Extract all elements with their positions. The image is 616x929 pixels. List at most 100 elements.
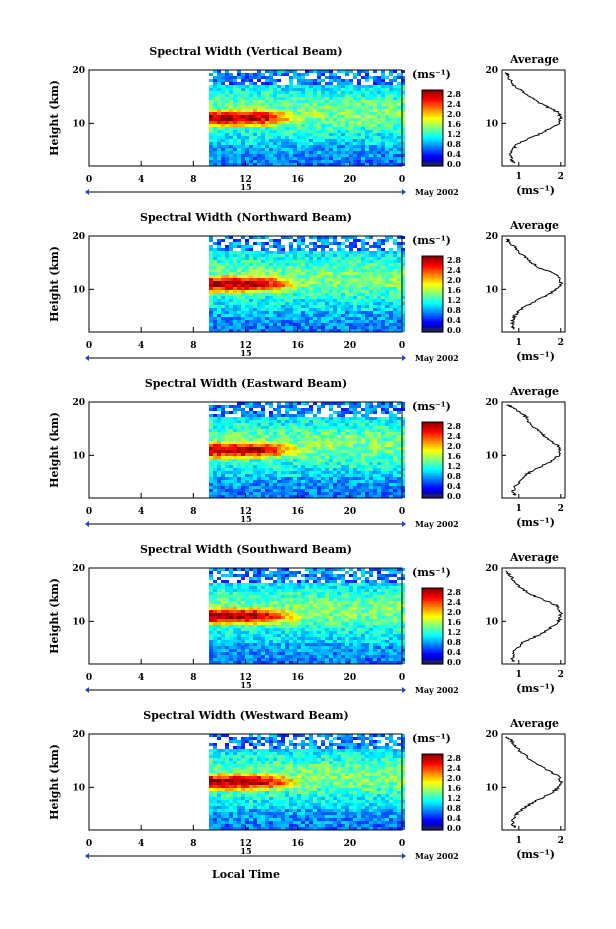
panel-2: Spectral Width (Eastward Beam)2010Height… [48, 377, 566, 529]
average-y-tick-label: 10 [485, 617, 498, 627]
average-profile-line [505, 404, 562, 496]
y-axis-label: Height (km) [48, 246, 61, 322]
colorbar-tick: 0.4 [447, 647, 461, 657]
colorbar-tick: 2.4 [447, 597, 461, 607]
average-y-tick-label: 10 [485, 451, 498, 461]
colorbar-tick: 2.8 [447, 753, 461, 763]
average-title: Average [509, 219, 559, 232]
date-line-end-marker [402, 853, 406, 859]
y-tick-label: 20 [72, 66, 85, 76]
x-tick-label: 0 [86, 341, 92, 351]
x-tick-label: 16 [291, 839, 304, 849]
x-tick-label: 20 [344, 341, 357, 351]
average-y-tick-label: 20 [485, 66, 498, 76]
colorbar [421, 421, 444, 499]
colorbar-underflow [422, 660, 443, 664]
heatmap-cells [209, 568, 405, 664]
average-x-tick-label: 1 [516, 172, 522, 182]
y-tick-label: 20 [72, 398, 85, 408]
colorbar-tick: 1.2 [447, 461, 461, 471]
panel-title: Spectral Width (Westward Beam) [143, 709, 348, 722]
panel-1: Spectral Width (Northward Beam)2010Heigh… [48, 211, 566, 363]
panel-title: Spectral Width (Vertical Beam) [149, 45, 342, 58]
average-title: Average [509, 717, 559, 730]
heatmap-cells [209, 734, 405, 830]
date-month-label: May 2002 [415, 353, 459, 363]
colorbar-tick: 2.4 [447, 763, 461, 773]
x-tick-label: 4 [138, 175, 144, 185]
colorbar-tick: 2.0 [447, 607, 461, 617]
x-tick-label: 12 [239, 673, 252, 683]
average-x-tick-label: 2 [558, 836, 564, 846]
x-tick-label: 20 [344, 673, 357, 683]
x-tick-label: 0 [399, 839, 405, 849]
average-x-tick-label: 2 [558, 338, 564, 348]
colorbar-tick: 1.6 [447, 285, 461, 295]
date-day-label: 15 [240, 182, 251, 192]
panel-title: Spectral Width (Southward Beam) [140, 543, 352, 556]
heatmap-cells [209, 236, 405, 332]
average-y-tick-label: 10 [485, 285, 498, 295]
average-frame [501, 567, 566, 665]
date-line-start-marker [85, 189, 89, 195]
x-tick-label: 8 [190, 175, 196, 185]
colorbar-tick: 0.4 [447, 813, 461, 823]
colorbar-tick: 2.8 [447, 421, 461, 431]
x-tick-label: 4 [138, 839, 144, 849]
colorbar-unit: (ms⁻¹) [412, 732, 451, 745]
date-line-end-marker [402, 521, 406, 527]
colorbar-frame [421, 89, 444, 167]
x-tick-label: 12 [239, 341, 252, 351]
colorbar-tick: 2.4 [447, 265, 461, 275]
x-tick-label: 4 [138, 673, 144, 683]
colorbar-tick: 2.8 [447, 255, 461, 265]
panel-title: Spectral Width (Northward Beam) [140, 211, 352, 224]
average-x-label: (ms⁻¹) [516, 848, 555, 861]
y-axis-label: Height (km) [48, 578, 61, 654]
heatmap-cells [209, 70, 405, 166]
panel-4: Spectral Width (Westward Beam) 20 1 0 Height… [48, 709, 566, 861]
x-tick-label: 16 [291, 341, 304, 351]
colorbar-tick: 0.0 [447, 491, 461, 501]
date-day-label: 15 [240, 846, 251, 856]
colorbar-frame [421, 255, 444, 333]
date-line-start-marker [85, 687, 89, 693]
colorbar-frame [421, 421, 444, 499]
x-tick-label: 12 [239, 507, 252, 517]
x-axis-label: Local Time [212, 868, 280, 881]
average-x-tick-label: 1 [516, 338, 522, 348]
average-profile-line [505, 570, 564, 662]
y-tick-label: 10 [72, 285, 85, 295]
colorbar-tick: 1.6 [447, 783, 461, 793]
heatmap-cells [209, 402, 405, 498]
average-y-tick-label: 20 [485, 398, 498, 408]
x-tick-label: 16 [291, 175, 304, 185]
colorbar-frame [421, 587, 444, 665]
average-y-tick-label: 20 [485, 564, 498, 574]
average-x-tick-label: 1 [516, 836, 522, 846]
colorbar [421, 587, 444, 665]
x-tick-label: 20 [344, 507, 357, 517]
x-tick-label: 8 [190, 839, 196, 849]
date-line-end-marker [402, 355, 406, 361]
average-x-label: (ms⁻¹) [516, 350, 555, 363]
average-title: Average [509, 551, 559, 564]
y-axis-label: Height (km) [48, 744, 61, 820]
y-tick-label: 10 [72, 119, 85, 129]
colorbar-tick: 0.8 [447, 471, 461, 481]
colorbar-unit: (ms⁻¹) [412, 566, 451, 579]
colorbar-underflow [422, 162, 443, 166]
colorbar-tick: 1.2 [447, 129, 461, 139]
colorbar-tick: 1.6 [447, 617, 461, 627]
colorbar-tick: 0.8 [447, 803, 461, 813]
average-frame [501, 235, 566, 333]
average-frame [501, 733, 566, 831]
colorbar [421, 753, 444, 831]
colorbar-tick: 1.2 [447, 793, 461, 803]
panel-3: Spectral Width (Southward Beam) 20 10 Heigh… [48, 543, 566, 695]
y-tick-label: 20 [72, 232, 85, 242]
average-y-tick-label: 20 [485, 730, 498, 740]
colorbar-tick: 2.8 [447, 587, 461, 597]
y-axis-label: Height (km) [48, 412, 61, 488]
colorbar [421, 255, 444, 333]
